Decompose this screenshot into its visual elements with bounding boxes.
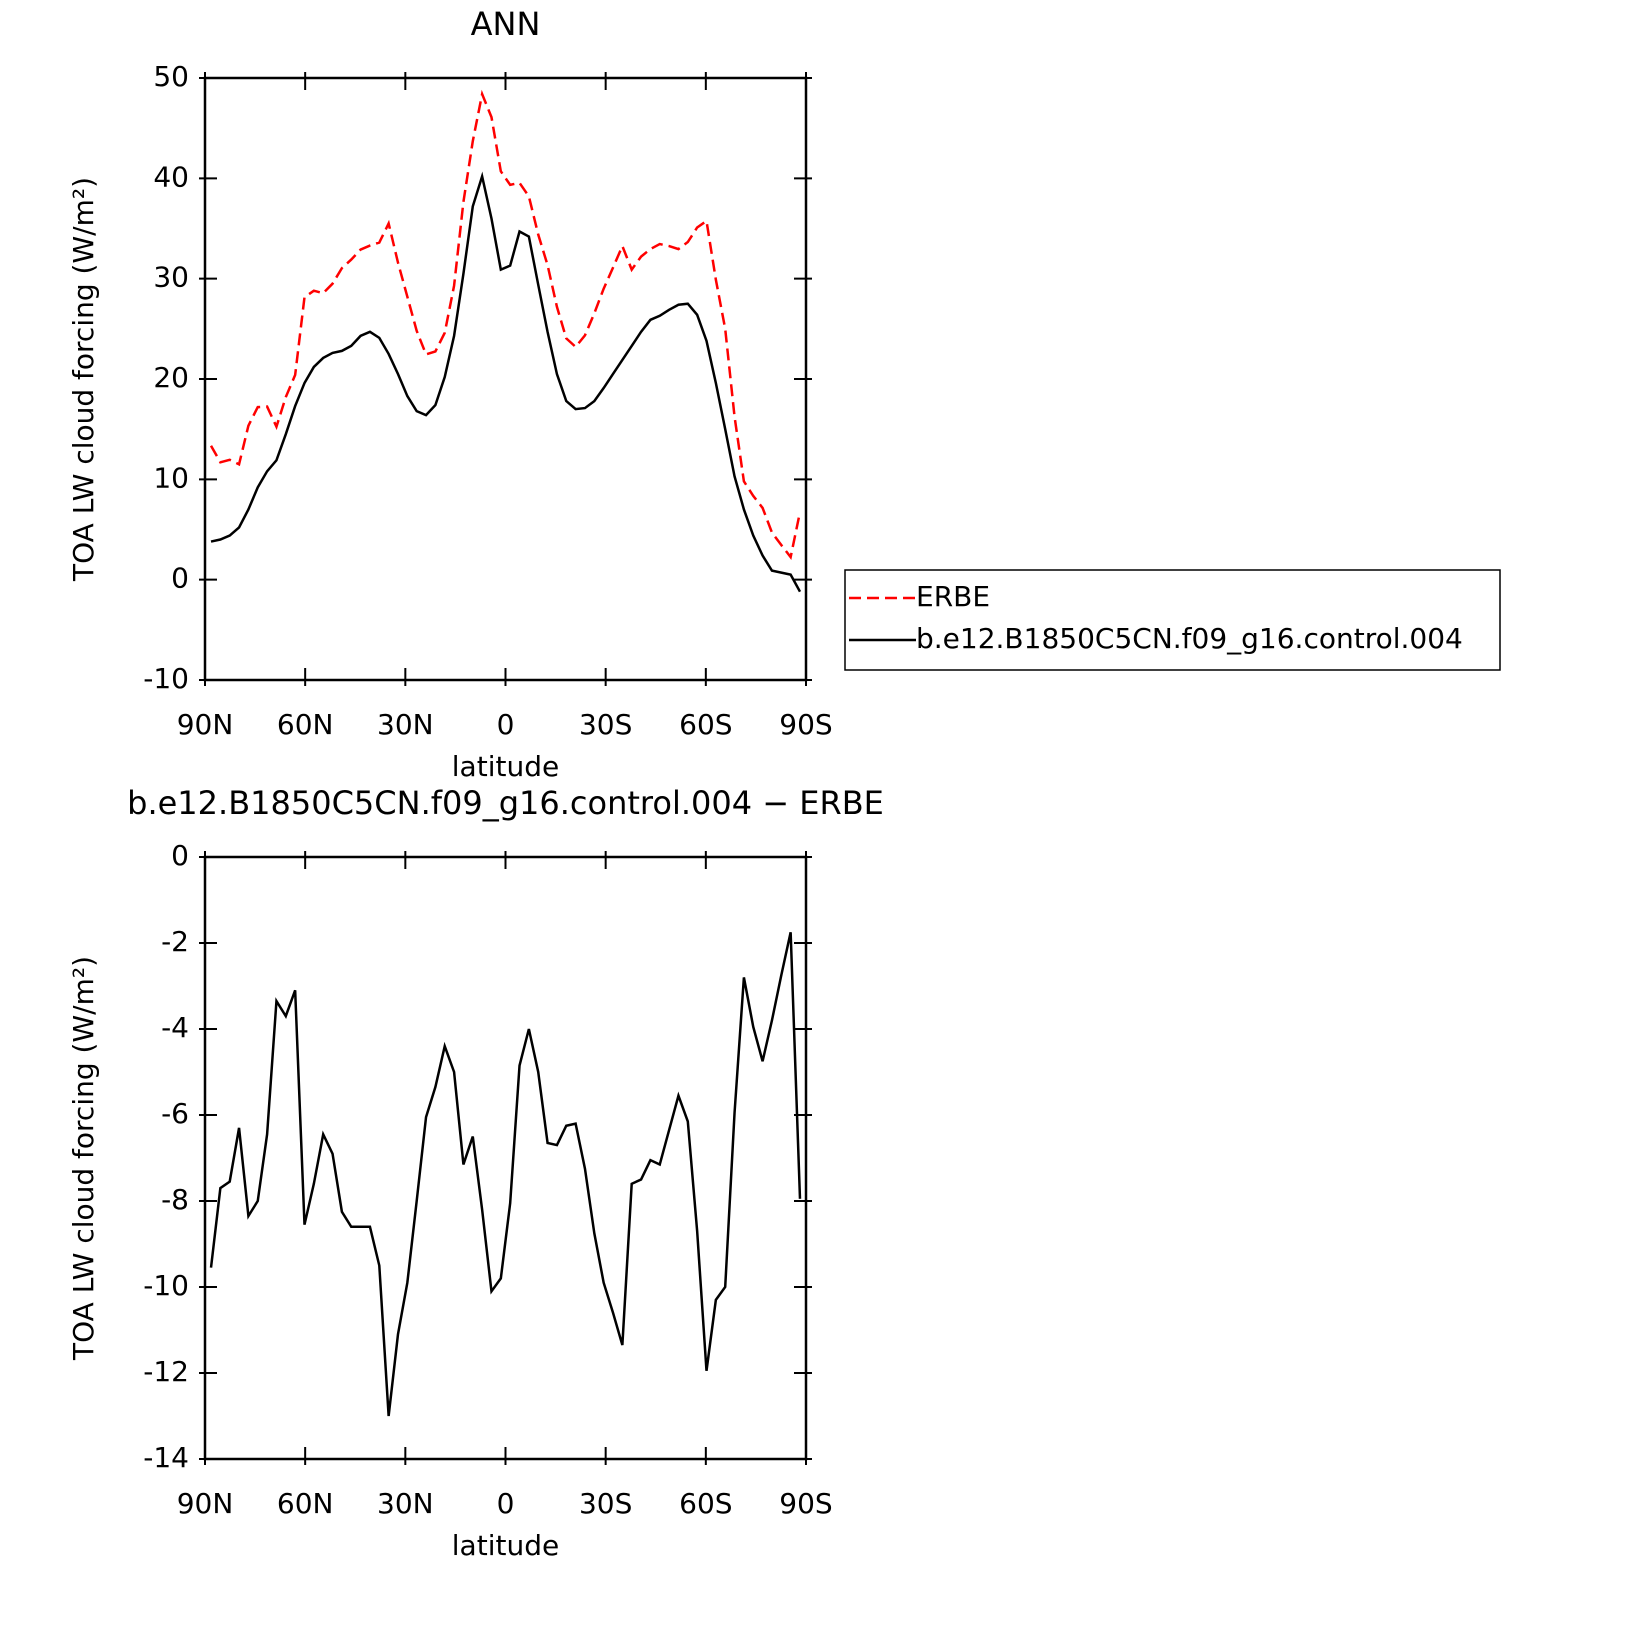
chart-title: b.e12.B1850C5CN.f09_g16.control.004 − ER… — [127, 784, 884, 822]
x-tick-label: 60N — [277, 708, 334, 741]
x-tick-label: 60S — [679, 708, 732, 741]
y-tick-label: -14 — [143, 1441, 189, 1474]
x-tick-label: 30N — [377, 708, 434, 741]
x-tick-label: 90S — [779, 708, 832, 741]
y-tick-label: -2 — [161, 925, 189, 958]
plot-frame — [203, 855, 808, 1461]
data-line — [210, 171, 802, 593]
x-tick-label: 0 — [497, 1487, 515, 1520]
data-line — [209, 89, 802, 560]
x-tick-label: 30S — [579, 708, 632, 741]
y-tick-label: -12 — [143, 1355, 189, 1388]
legend-label: ERBE — [916, 580, 990, 613]
y-axis-label: TOA LW cloud forcing (W/m²) — [67, 956, 100, 1361]
x-tick-label: 90N — [177, 1487, 234, 1520]
y-tick-label: -6 — [161, 1097, 189, 1130]
x-axis-label: latitude — [452, 750, 559, 783]
y-tick-label: -4 — [161, 1011, 189, 1044]
x-tick-label: 90N — [177, 708, 234, 741]
y-axis-label: TOA LW cloud forcing (W/m²) — [67, 177, 100, 582]
x-tick-label: 30N — [377, 1487, 434, 1520]
y-tick-label: 30 — [153, 261, 189, 294]
x-axis-label: latitude — [452, 1529, 559, 1562]
chart-title: ANN — [471, 5, 541, 43]
y-tick-label: -8 — [161, 1183, 189, 1216]
x-tick-label: 60S — [679, 1487, 732, 1520]
data-line — [209, 931, 802, 1417]
legend-label: b.e12.B1850C5CN.f09_g16.control.004 — [916, 622, 1463, 655]
x-tick-label: 60N — [277, 1487, 334, 1520]
y-tick-label: -10 — [143, 1269, 189, 1302]
y-tick-label: 0 — [171, 562, 189, 595]
plot-frame — [203, 76, 808, 682]
x-tick-label: 90S — [779, 1487, 832, 1520]
y-tick-label: 20 — [153, 361, 189, 394]
legend-box — [844, 569, 1501, 671]
x-tick-label: 30S — [579, 1487, 632, 1520]
y-tick-label: 0 — [171, 839, 189, 872]
y-tick-label: 10 — [153, 461, 189, 494]
y-tick-label: 50 — [153, 60, 189, 93]
x-tick-label: 0 — [497, 708, 515, 741]
y-tick-label: -10 — [143, 662, 189, 695]
y-tick-label: 40 — [153, 160, 189, 193]
